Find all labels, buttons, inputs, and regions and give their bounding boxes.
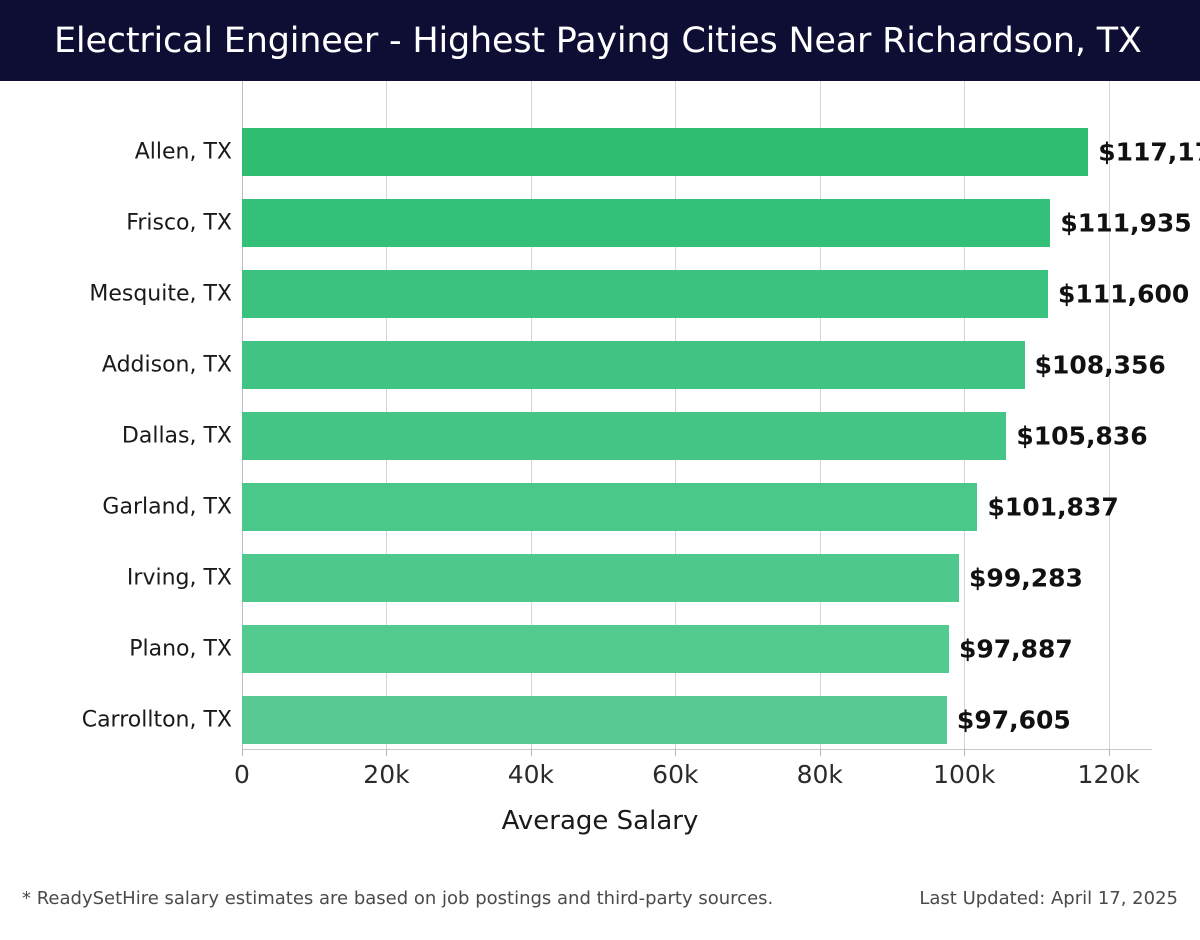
bar[interactable]	[242, 270, 1048, 318]
footer-last-updated: Last Updated: April 17, 2025	[919, 888, 1178, 909]
x-axis-tick-label: 0	[234, 760, 250, 789]
x-axis-tick-label: 40k	[507, 760, 555, 789]
x-axis-tick-label: 120k	[1077, 760, 1140, 789]
y-axis-tick-label: Garland, TX	[102, 494, 232, 520]
x-tick-mark	[530, 749, 532, 756]
x-axis-tick-label: 60k	[652, 760, 699, 789]
y-axis-tick-label: Allen, TX	[134, 139, 232, 165]
bar[interactable]	[242, 696, 947, 744]
y-axis-tick-label: Irving, TX	[126, 565, 232, 591]
bar-value-label: $111,935	[1060, 208, 1192, 238]
x-axis-tick-label: 80k	[796, 760, 843, 789]
bar-value-label: $101,837	[987, 492, 1119, 522]
bar-value-label: $117,170	[1098, 137, 1200, 167]
y-axis-tick-label: Addison, TX	[101, 352, 232, 378]
y-axis-tick-label: Dallas, TX	[121, 423, 232, 449]
bar[interactable]	[242, 341, 1025, 389]
bar-value-label: $111,600	[1058, 279, 1190, 309]
bar[interactable]	[242, 412, 1007, 460]
bar-value-label: $97,887	[958, 634, 1073, 664]
x-tick-mark	[675, 749, 677, 756]
bar[interactable]	[242, 128, 1089, 176]
x-tick-mark	[242, 749, 243, 756]
gridline-120k	[1108, 81, 1110, 749]
bar[interactable]	[242, 625, 949, 673]
footer-disclaimer: * ReadySetHire salary estimates are base…	[22, 888, 774, 909]
plot-area: Allen, TX Frisco, TX Mesquite, TX Addison, …	[0, 81, 1200, 871]
bar[interactable]	[242, 199, 1051, 247]
x-axis-tick-label: 20k	[363, 760, 410, 789]
y-axis-labels: Allen, TX Frisco, TX Mesquite, TX Addison, …	[0, 81, 232, 749]
x-tick-mark	[1108, 749, 1110, 756]
chart-header-bar: Electrical Engineer - Highest Paying Cit…	[0, 0, 1200, 81]
bar[interactable]	[242, 554, 960, 602]
page-title: Electrical Engineer - Highest Paying Cit…	[54, 20, 1142, 61]
bar-value-label: $97,605	[956, 705, 1071, 735]
y-axis-tick-label: Frisco, TX	[126, 210, 232, 236]
x-tick-mark	[964, 749, 966, 756]
bars-canvas: $117,170 $111,935 $111,600 $108,356 $105,836…	[242, 81, 1200, 749]
x-axis-tick-label: 100k	[933, 760, 996, 789]
footer: * ReadySetHire salary estimates are base…	[0, 888, 1200, 940]
bar[interactable]	[242, 483, 978, 531]
x-tick-mark	[386, 749, 388, 756]
x-axis-line	[242, 749, 1152, 750]
y-axis-tick-label: Carrollton, TX	[81, 707, 232, 733]
x-tick-mark	[819, 749, 821, 756]
x-axis-title: Average Salary	[501, 806, 699, 836]
y-axis-tick-label: Mesquite, TX	[89, 281, 232, 307]
bar-value-label: $99,283	[969, 563, 1083, 593]
y-axis-tick-label: Plano, TX	[129, 636, 232, 662]
bar-value-label: $108,356	[1034, 350, 1166, 380]
bar-value-label: $105,836	[1016, 421, 1148, 451]
